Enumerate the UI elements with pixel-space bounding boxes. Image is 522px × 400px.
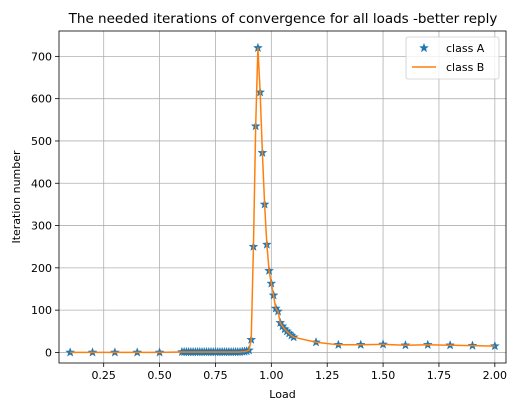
y-tick-label: 100 — [31, 304, 52, 317]
legend-marker-star — [419, 42, 429, 53]
y-tick-label: 600 — [31, 93, 52, 106]
x-tick-label: 0.25 — [91, 369, 116, 382]
chart-title: The needed iterations of convergence for… — [68, 11, 498, 27]
series-class-B — [70, 47, 495, 354]
y-tick-label: 300 — [31, 220, 52, 233]
y-tick-label: 0 — [45, 346, 52, 359]
plot-area — [59, 31, 506, 363]
x-axis-label: Load — [269, 388, 295, 400]
x-tick-label: 2.00 — [483, 369, 508, 382]
legend-label: class A — [446, 42, 485, 55]
y-tick-label: 400 — [31, 177, 52, 190]
x-tick-label: 0.75 — [203, 369, 228, 382]
axes-border — [58, 30, 507, 364]
legend-label: class B — [446, 61, 484, 74]
series-layer — [65, 42, 500, 357]
x-tick-label: 1.00 — [259, 369, 284, 382]
legend: class A class B — [405, 36, 500, 80]
ticks: 0.25 0.50 0.75 1.00 1.25 1.50 1.75 2.00 0 100 200 3… — [31, 50, 507, 382]
y-tick-label: 200 — [31, 262, 52, 275]
series-line — [70, 47, 495, 354]
axes-frame — [58, 30, 507, 364]
x-tick-label: 1.50 — [371, 369, 396, 382]
x-tick-label: 1.25 — [315, 369, 340, 382]
y-tick-label: 500 — [31, 135, 52, 148]
x-tick-label: 1.75 — [427, 369, 452, 382]
y-tick-label: 700 — [31, 50, 52, 63]
legend-box — [405, 36, 500, 80]
y-axis-label: Iteration number — [10, 150, 23, 244]
x-tick-label: 0.50 — [147, 369, 172, 382]
